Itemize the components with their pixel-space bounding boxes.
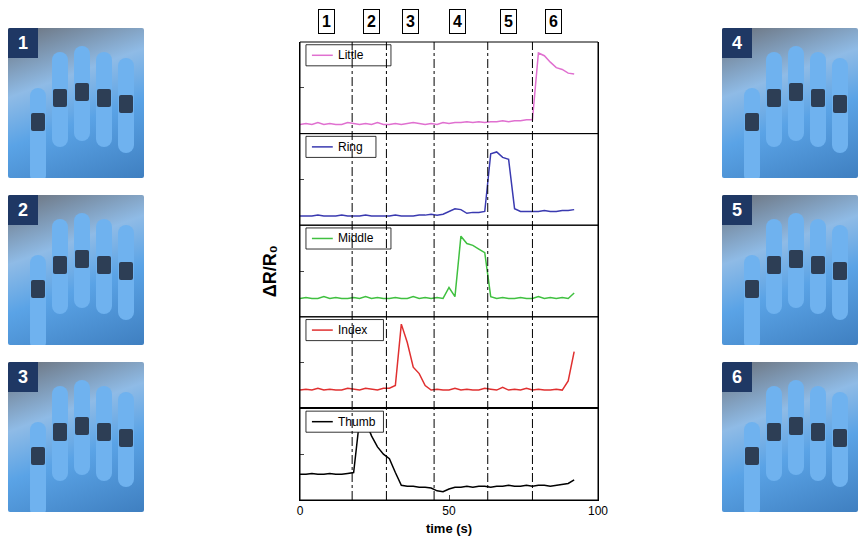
svg-text:Little: Little [338, 48, 364, 62]
svg-text:ΔR/R₀: ΔR/R₀ [260, 245, 280, 297]
html-text:1: 1 [18, 33, 28, 53]
svg-text:5: 5 [504, 13, 513, 30]
svg-text:50: 50 [442, 504, 456, 518]
html-text:6: 6 [732, 367, 742, 387]
svg-text:100: 100 [588, 504, 608, 518]
svg-text:0: 0 [297, 504, 304, 518]
svg-text:6: 6 [549, 13, 558, 30]
svg-text:1: 1 [322, 13, 331, 30]
svg-text:time (s): time (s) [426, 521, 472, 536]
html-text:2: 2 [18, 200, 28, 220]
svg-text:2: 2 [367, 13, 376, 30]
html-text:5: 5 [732, 200, 742, 220]
svg-text:Middle: Middle [338, 231, 374, 245]
svg-text:Ring: Ring [338, 140, 363, 154]
svg-text:4: 4 [453, 13, 462, 30]
svg-text:Thumb: Thumb [338, 415, 376, 429]
html-text:3: 3 [18, 367, 28, 387]
svg-text:Index: Index [338, 323, 367, 337]
html-text:4: 4 [732, 33, 742, 53]
svg-text:3: 3 [406, 13, 415, 30]
